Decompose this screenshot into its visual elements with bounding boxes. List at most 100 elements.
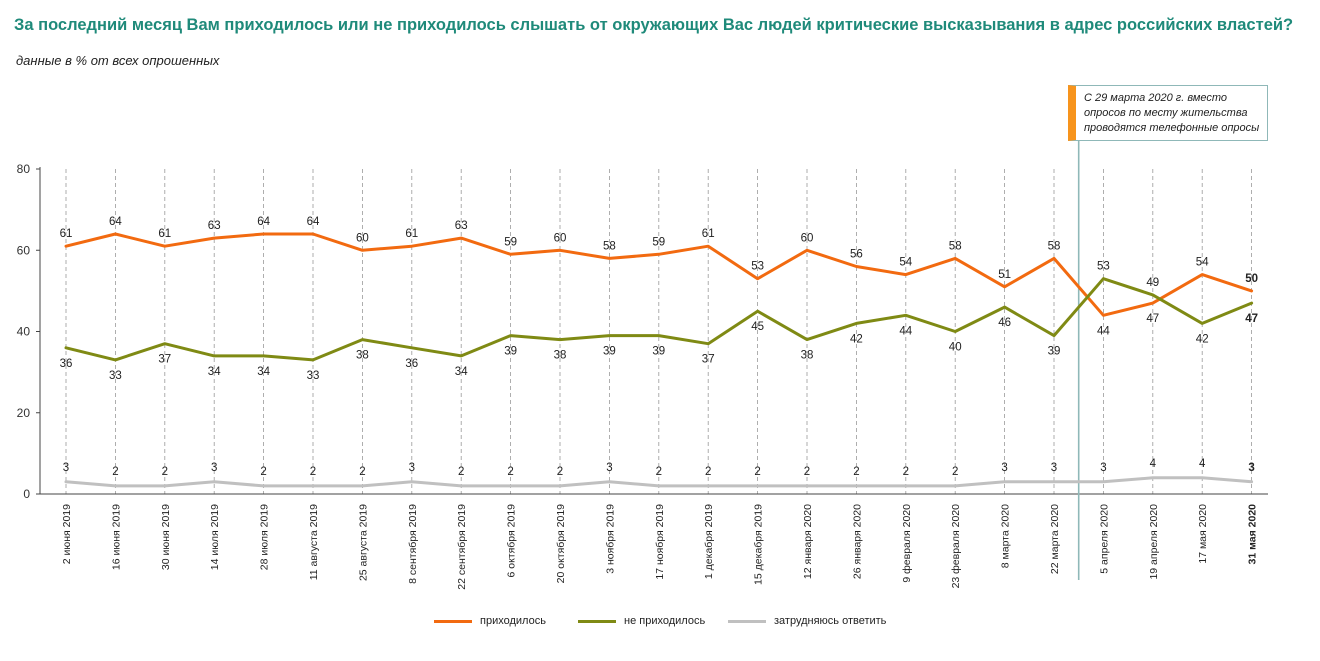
- x-tick-label-21: 5 апреля 2020: [1098, 504, 1110, 574]
- data-label-series-1-14: 53: [751, 261, 764, 273]
- x-tick-label-14: 15 декабря 2019: [753, 504, 765, 585]
- data-label-series-2-11: 39: [603, 346, 616, 358]
- x-tick-label-17: 9 февраля 2020: [901, 504, 913, 583]
- data-label-series-3-5: 2: [310, 466, 316, 478]
- data-label-series-3-11: 3: [606, 462, 612, 474]
- data-label-series-2-22: 49: [1146, 277, 1159, 289]
- y-tick-label-0: 0: [23, 487, 30, 501]
- data-label-series-3-13: 2: [705, 466, 711, 478]
- data-label-series-3-3: 3: [211, 462, 217, 474]
- legend-swatch-2: [578, 619, 616, 623]
- data-label-series-1-15: 60: [801, 232, 814, 244]
- data-label-series-1-20: 58: [1048, 240, 1061, 252]
- data-label-series-1-13: 61: [702, 228, 715, 240]
- data-label-series-2-2: 37: [158, 354, 171, 366]
- data-label-series-2-5: 33: [307, 370, 320, 382]
- x-tick-label-23: 17 мая 2020: [1197, 504, 1209, 564]
- series-line-3: [64, 476, 1254, 488]
- x-tick-label-0: 2 июня 2019: [61, 504, 73, 564]
- x-tick-label-6: 25 августа 2019: [357, 504, 369, 581]
- legend-item-1: приходилось: [434, 613, 546, 629]
- legend-swatch-3: [728, 619, 766, 623]
- data-label-series-3-10: 2: [557, 466, 563, 478]
- data-label-series-1-12: 59: [652, 236, 665, 248]
- data-label-series-2-12: 39: [652, 346, 665, 358]
- data-label-series-1-19: 51: [998, 269, 1011, 281]
- legend-item-2: не приходилось: [578, 613, 705, 629]
- data-label-series-1-6: 60: [356, 232, 369, 244]
- data-label-series-2-0: 36: [60, 358, 73, 370]
- data-label-series-2-17: 44: [899, 325, 912, 337]
- legend-label-1: приходилось: [480, 615, 546, 627]
- y-tick-label-2: 40: [17, 325, 31, 339]
- data-label-series-2-19: 46: [998, 317, 1011, 329]
- x-tick-label-12: 17 ноября 2019: [654, 504, 666, 580]
- data-label-series-2-24: 47: [1245, 313, 1258, 325]
- x-tick-label-16: 26 января 2020: [851, 504, 863, 579]
- data-label-series-1-1: 64: [109, 216, 122, 228]
- data-label-series-3-12: 2: [656, 466, 662, 478]
- data-label-series-1-10: 60: [554, 232, 567, 244]
- data-label-series-3-17: 2: [903, 466, 909, 478]
- data-label-series-2-23: 42: [1196, 333, 1209, 345]
- legend-label-2: не приходилось: [624, 615, 706, 627]
- data-label-series-3-4: 2: [260, 466, 266, 478]
- data-label-series-2-15: 38: [801, 350, 814, 362]
- x-tick-label-4: 28 июля 2019: [259, 504, 271, 570]
- x-tick-label-1: 16 июня 2019: [110, 504, 122, 570]
- data-label-series-3-18: 2: [952, 466, 958, 478]
- data-label-series-3-1: 2: [112, 466, 118, 478]
- data-label-series-2-20: 39: [1048, 346, 1061, 358]
- x-tick-label-13: 1 декабря 2019: [703, 504, 715, 579]
- data-label-series-1-9: 59: [504, 236, 517, 248]
- data-label-series-1-4: 64: [257, 216, 270, 228]
- data-label-series-1-3: 63: [208, 220, 221, 232]
- y-tick-label-3: 60: [17, 243, 31, 257]
- data-label-series-2-13: 37: [702, 354, 715, 366]
- x-tick-label-15: 12 января 2020: [802, 504, 814, 579]
- data-label-series-3-15: 2: [804, 466, 810, 478]
- series-line-1: [64, 232, 1254, 317]
- legend-label-3: затрудняюсь ответить: [774, 615, 887, 627]
- data-label-series-1-16: 56: [850, 249, 863, 261]
- data-label-series-2-6: 38: [356, 350, 369, 362]
- x-tick-label-20: 22 марта 2020: [1049, 504, 1061, 574]
- data-label-series-1-24: 50: [1245, 273, 1258, 285]
- data-label-series-3-9: 2: [507, 466, 513, 478]
- x-tick-label-19: 8 марта 2020: [1000, 504, 1012, 568]
- data-label-series-2-18: 40: [949, 342, 962, 354]
- legend-item-3: затрудняюсь ответить: [728, 613, 886, 629]
- data-label-series-2-4: 34: [257, 366, 270, 378]
- x-tick-label-18: 23 февраля 2020: [950, 504, 962, 589]
- x-tick-label-24: 31 мая 2020: [1247, 504, 1259, 565]
- data-label-series-1-23: 54: [1196, 257, 1209, 269]
- data-label-series-2-21: 53: [1097, 261, 1110, 273]
- line-chart: 0 20 40 60 80 2 июня 2019 16 июня 2019 30 июня …: [17, 141, 1268, 590]
- data-label-series-3-8: 2: [458, 466, 464, 478]
- series-line-2: [64, 277, 1254, 362]
- data-label-series-3-0: 3: [63, 462, 69, 474]
- chart-legend: приходилось не приходилось затрудняюсь о…: [0, 613, 1320, 629]
- data-label-series-1-7: 61: [405, 228, 418, 240]
- data-label-series-1-8: 63: [455, 220, 468, 232]
- x-tick-label-10: 20 октября 2019: [555, 504, 567, 584]
- x-tick-label-5: 11 августа 2019: [308, 504, 320, 580]
- x-tick-label-8: 22 сентября 2019: [456, 504, 468, 590]
- data-label-series-1-0: 61: [60, 228, 73, 240]
- data-label-series-3-20: 3: [1051, 462, 1057, 474]
- data-label-series-1-5: 64: [307, 216, 320, 228]
- data-label-series-1-18: 58: [949, 240, 962, 252]
- method-change-note: С 29 марта 2020 г. вместо опросов по мес…: [1068, 85, 1268, 141]
- data-label-series-3-2: 2: [162, 466, 168, 478]
- data-label-series-2-9: 39: [504, 346, 517, 358]
- data-label-series-2-3: 34: [208, 366, 221, 378]
- x-tick-label-9: 6 октября 2019: [506, 504, 518, 578]
- data-label-series-3-24: 3: [1248, 462, 1254, 474]
- data-label-series-1-21: 44: [1097, 325, 1110, 337]
- y-tick-label-1: 20: [17, 406, 31, 420]
- x-tick-label-7: 8 сентября 2019: [407, 504, 419, 584]
- data-label-series-1-11: 58: [603, 240, 616, 252]
- data-label-series-2-7: 36: [405, 358, 418, 370]
- data-label-series-2-14: 45: [751, 321, 764, 333]
- data-label-series-3-23: 4: [1199, 458, 1206, 470]
